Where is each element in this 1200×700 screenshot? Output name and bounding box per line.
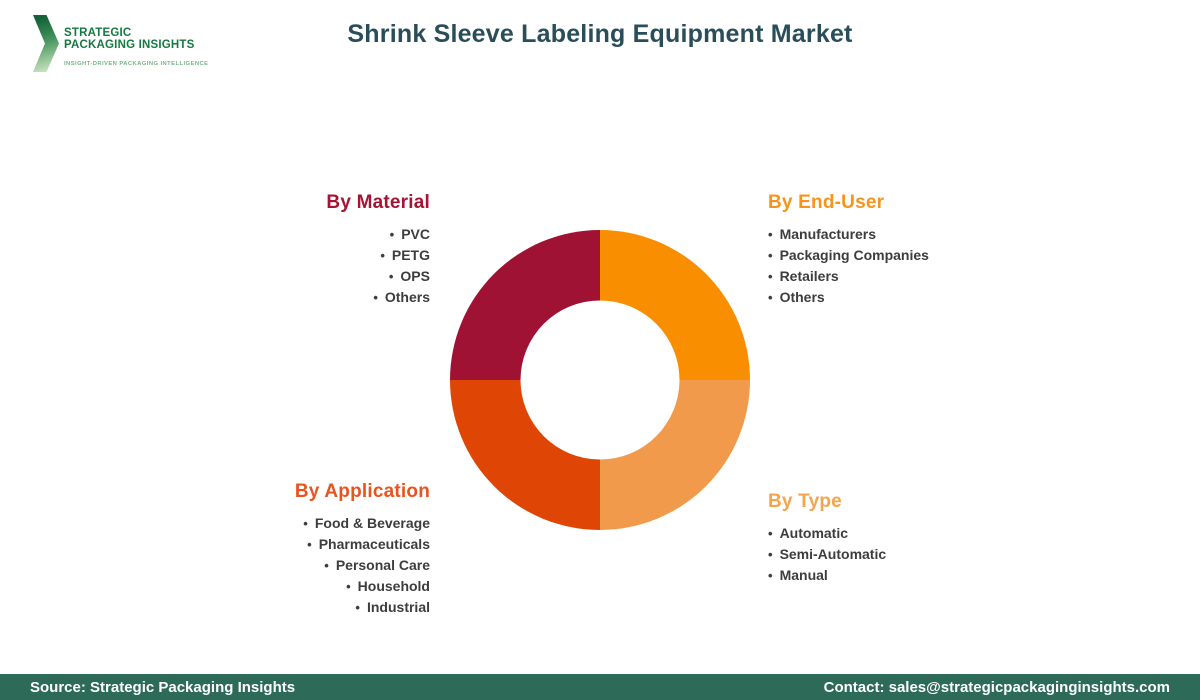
footer-contact: Contact: sales@strategicpackaginginsight… bbox=[823, 678, 1170, 696]
segment-list-application: Food & BeveragePharmaceuticalsPersonal C… bbox=[295, 513, 430, 618]
segment-heading-type: By Type bbox=[768, 491, 842, 512]
page-title: Shrink Sleeve Labeling Equipment Market bbox=[347, 20, 853, 48]
logo-text: STRATEGIC PACKAGING INSIGHTS INSIGHT-DRI… bbox=[64, 27, 208, 72]
list-item: PVC bbox=[326, 224, 430, 245]
logo-line2: PACKAGING INSIGHTS bbox=[64, 39, 195, 51]
list-item: Household bbox=[295, 576, 430, 597]
list-item: Retailers bbox=[768, 266, 929, 287]
footer-bar: Source: Strategic Packaging Insights Con… bbox=[0, 674, 1200, 700]
segment-list-material: PVCPETGOPSOthers bbox=[326, 224, 430, 308]
footer-source: Source: Strategic Packaging Insights bbox=[30, 678, 296, 696]
donut-chart bbox=[450, 230, 750, 530]
list-item: Semi-Automatic bbox=[768, 544, 887, 565]
segment-by-application: By Application Food & BeveragePharmaceut… bbox=[295, 481, 430, 618]
list-item: Packaging Companies bbox=[768, 245, 929, 266]
logo-tagline: INSIGHT-DRIVEN PACKAGING INTELLIGENCE bbox=[64, 61, 209, 67]
list-item: Automatic bbox=[768, 523, 886, 544]
list-item: PETG bbox=[326, 245, 430, 266]
list-item: Personal Care bbox=[295, 555, 430, 576]
logo-line1: STRATEGIC bbox=[64, 27, 132, 39]
list-item: Pharmaceuticals bbox=[295, 534, 430, 555]
list-item: Manufacturers bbox=[768, 224, 929, 245]
list-item: Others bbox=[768, 287, 929, 308]
list-item: Manual bbox=[768, 565, 886, 586]
segment-list-type: AutomaticSemi-AutomaticManual bbox=[768, 523, 887, 586]
donut-hole bbox=[520, 300, 680, 460]
list-item: OPS bbox=[326, 266, 430, 287]
segment-by-type: By Type AutomaticSemi-AutomaticManual bbox=[768, 491, 886, 586]
list-item: Industrial bbox=[295, 597, 430, 618]
list-item: Food & Beverage bbox=[295, 513, 430, 534]
segment-by-material: By Material PVCPETGOPSOthers bbox=[326, 192, 430, 308]
logo: STRATEGIC PACKAGING INSIGHTS INSIGHT-DRI… bbox=[33, 15, 208, 72]
segment-list-end-user: ManufacturersPackaging CompaniesRetailer… bbox=[768, 224, 929, 308]
segment-heading-end-user: By End-User bbox=[768, 192, 885, 213]
segment-heading-application: By Application bbox=[294, 481, 430, 502]
segment-by-end-user: By End-User ManufacturersPackaging Compa… bbox=[768, 192, 929, 308]
segment-heading-material: By Material bbox=[326, 192, 430, 213]
list-item: Others bbox=[326, 287, 430, 308]
